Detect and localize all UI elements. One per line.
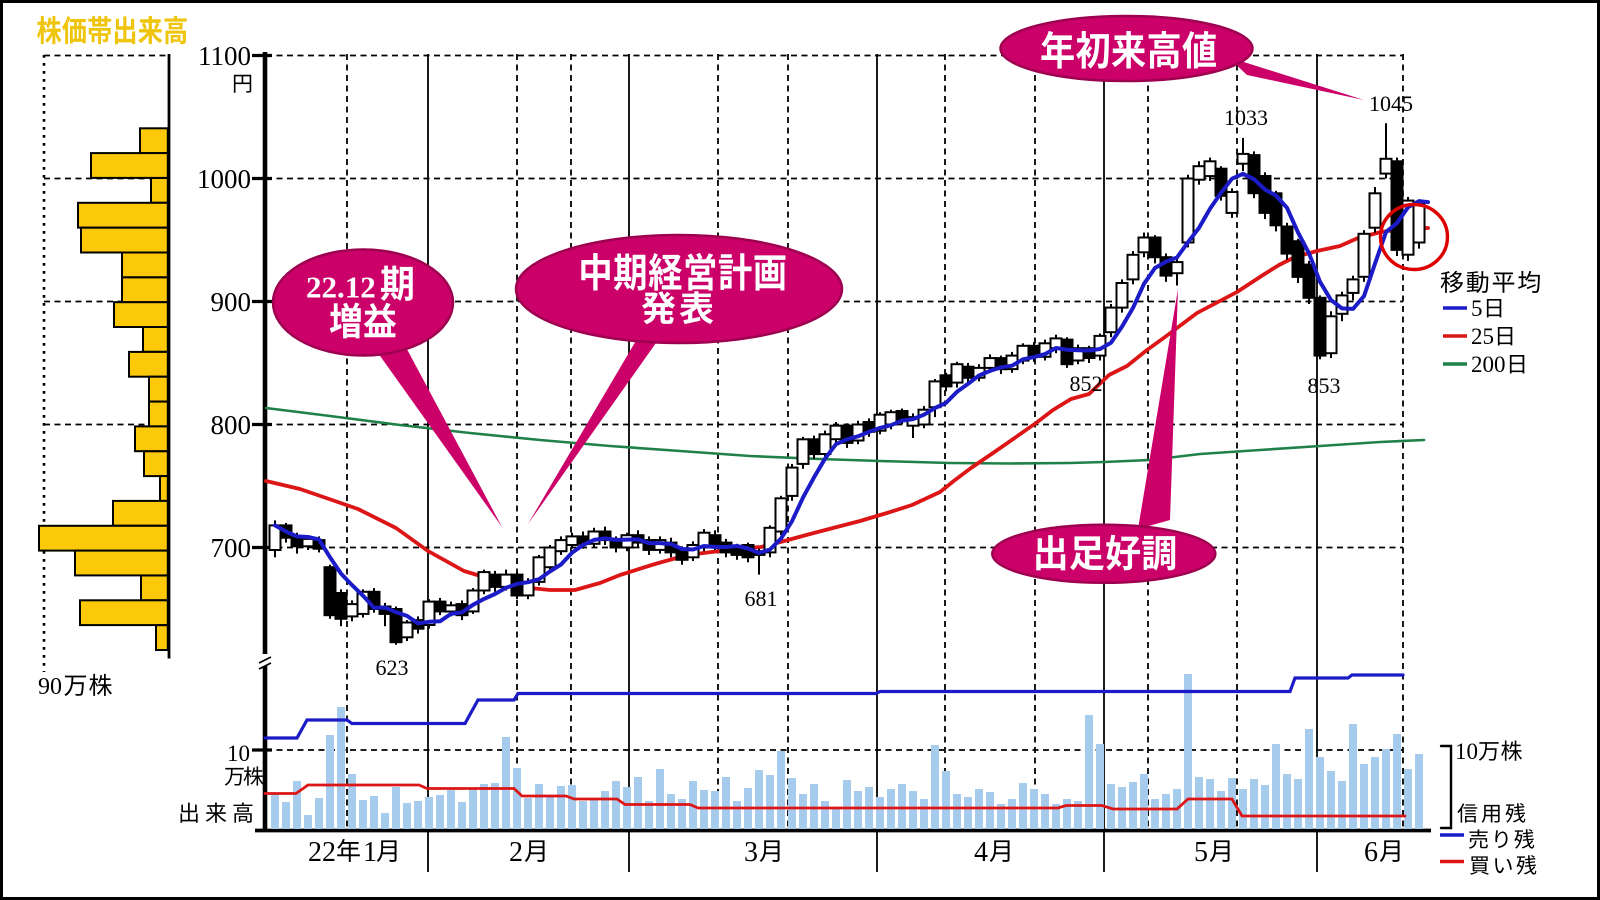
svg-text:1045: 1045 (1369, 91, 1413, 116)
svg-text:800: 800 (211, 410, 252, 440)
svg-text:5: 5 (1194, 837, 1208, 868)
svg-text:3: 3 (744, 837, 758, 868)
svg-text:10: 10 (227, 741, 250, 766)
svg-text:22.12: 22.12 (306, 270, 376, 305)
svg-text:1100: 1100 (198, 41, 251, 71)
svg-text:90: 90 (38, 674, 62, 700)
svg-text:2: 2 (509, 837, 523, 868)
svg-text:22: 22 (308, 837, 336, 868)
svg-text:200: 200 (1471, 352, 1506, 377)
svg-text:700: 700 (211, 533, 252, 563)
svg-text:4: 4 (974, 837, 988, 868)
svg-text:1000: 1000 (197, 164, 251, 194)
svg-text:10: 10 (1455, 739, 1478, 764)
svg-text:853: 853 (1308, 373, 1341, 398)
svg-text:1: 1 (363, 837, 377, 868)
svg-text:25: 25 (1471, 324, 1494, 349)
svg-text:5: 5 (1471, 296, 1483, 321)
svg-text:852: 852 (1070, 371, 1103, 396)
svg-text:623: 623 (376, 655, 409, 680)
svg-text:1033: 1033 (1224, 105, 1268, 130)
svg-text:681: 681 (745, 586, 778, 611)
svg-text:6: 6 (1364, 837, 1378, 868)
svg-text:900: 900 (211, 287, 252, 317)
